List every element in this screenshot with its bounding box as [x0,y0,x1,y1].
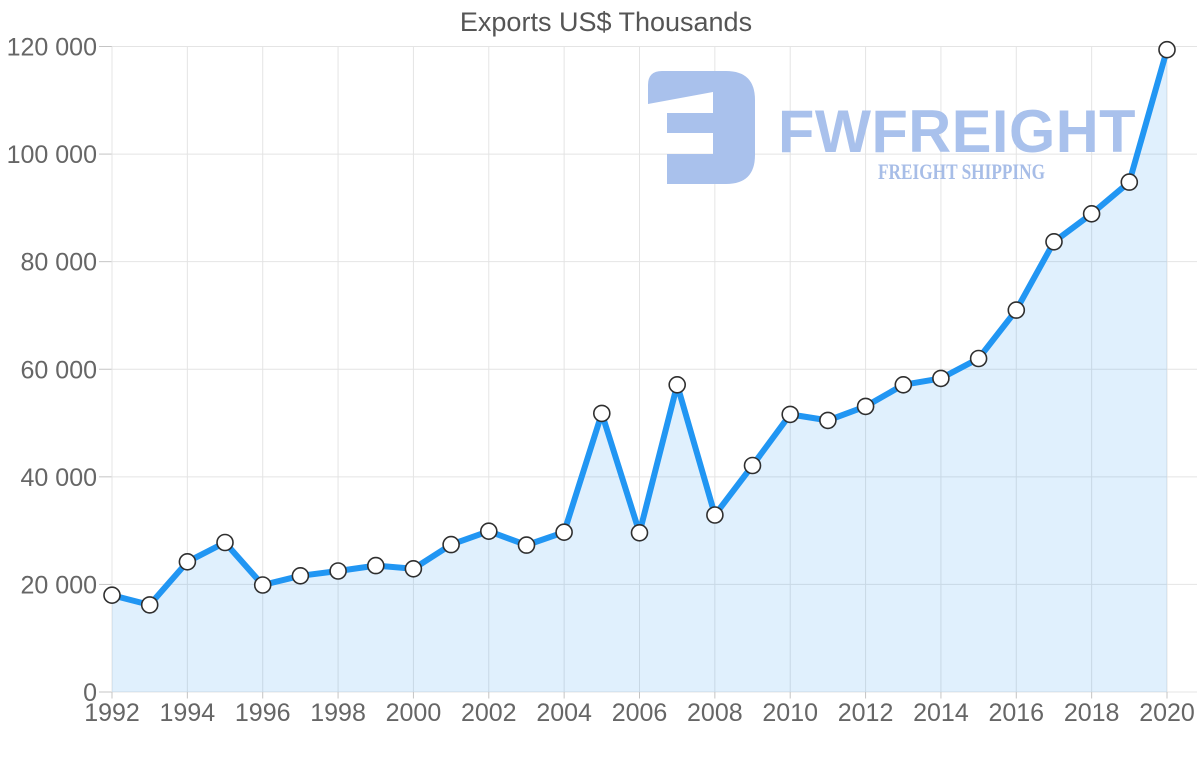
data-point-1994[interactable] [178,552,197,571]
data-point-2015[interactable] [969,349,988,368]
axis-labels-layer: 0 20 000 40 000 60 000 80 000 100 000 120 000 1… [7,34,1195,728]
brand-logo-icon [648,71,755,184]
data-point-2002[interactable] [479,522,498,541]
y-axis-label: 60 000 [21,356,97,384]
y-axis-label: 0 [83,679,97,707]
data-point-1995[interactable] [216,533,234,552]
x-axis-label: 2008 [687,699,743,727]
data-point-2014[interactable] [932,369,950,388]
x-axis-label: 2020 [1139,699,1195,727]
x-axis-label: 2000 [386,699,442,727]
x-axis-label: 2006 [612,699,668,727]
data-point-1999[interactable] [366,556,385,575]
data-point-2000[interactable] [404,559,423,578]
x-axis-label: 2002 [461,699,517,727]
brand-watermark: FWFREIGHT FREIGHT SHIPPING [648,71,1136,184]
x-axis-label: 1994 [160,699,216,727]
x-axis-label: 1996 [235,699,291,727]
data-point-2019[interactable] [1120,173,1139,191]
x-axis-label: 2016 [988,699,1044,727]
data-point-2010[interactable] [781,405,800,424]
data-point-2007[interactable] [668,375,687,394]
chart-title: Exports US$ Thousands [460,7,752,37]
x-axis-label: 2012 [838,699,894,727]
data-point-2004[interactable] [555,523,573,542]
grid-layer [99,46,1197,699]
data-point-2016[interactable] [1007,301,1026,319]
data-point-2008[interactable] [706,506,724,524]
data-point-2020[interactable] [1158,40,1176,59]
x-axis-label: 2014 [913,699,969,727]
data-point-2005[interactable] [592,404,611,423]
series-layer [103,40,1176,692]
data-point-2011[interactable] [819,411,837,430]
x-axis-label: 1998 [310,699,366,727]
y-axis-label: 80 000 [21,249,97,277]
y-axis-label: 120 000 [7,34,97,62]
data-point-2001[interactable] [442,535,460,554]
data-point-1993[interactable] [140,596,159,614]
brand-name: FWFREIGHT [778,98,1136,165]
data-point-2006[interactable] [630,523,649,542]
data-point-2009[interactable] [743,456,762,475]
data-point-1996[interactable] [253,576,272,594]
x-axis-label: 2004 [536,699,592,727]
data-point-1992[interactable] [103,586,121,605]
data-point-1997[interactable] [291,566,310,585]
y-axis-label: 20 000 [21,571,97,599]
area-fill [112,49,1167,692]
x-axis-label: 2018 [1064,699,1120,727]
data-point-2018[interactable] [1082,205,1101,223]
data-point-2012[interactable] [856,397,875,416]
data-point-2017[interactable] [1045,233,1063,251]
data-point-2013[interactable] [894,375,913,394]
data-point-1998[interactable] [329,562,347,580]
brand-tagline: FREIGHT SHIPPING [878,159,1045,184]
x-axis-label: 1992 [84,699,140,727]
y-axis-label: 100 000 [7,141,97,169]
x-axis-label: 2010 [762,699,818,727]
y-axis-label: 40 000 [21,464,97,492]
data-point-2003[interactable] [517,536,536,554]
